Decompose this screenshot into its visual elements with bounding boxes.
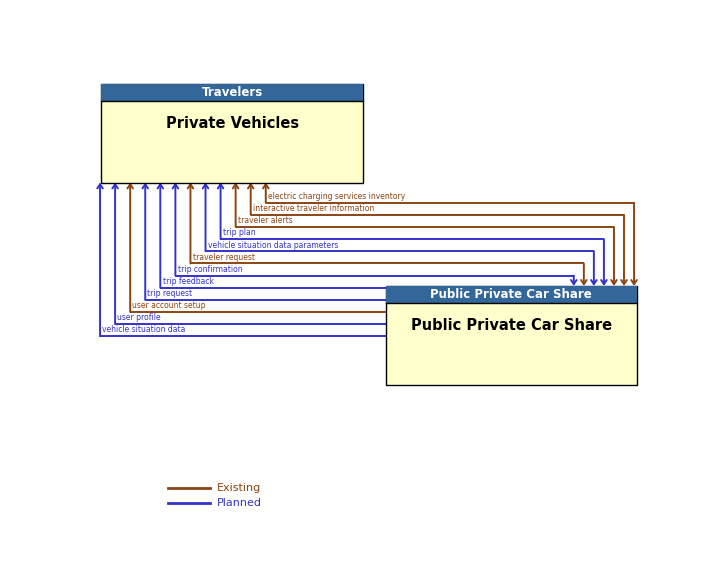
Text: traveler request: traveler request <box>193 253 255 262</box>
Text: traveler alerts: traveler alerts <box>238 216 292 225</box>
Bar <box>101 84 364 100</box>
Bar <box>386 286 636 303</box>
Text: Public Private Car Share: Public Private Car Share <box>431 288 592 301</box>
Text: user profile: user profile <box>117 314 161 322</box>
Text: Public Private Car Share: Public Private Car Share <box>410 318 612 333</box>
Text: trip request: trip request <box>148 289 192 298</box>
Text: trip confirmation: trip confirmation <box>178 265 242 274</box>
Text: Planned: Planned <box>217 498 261 507</box>
Bar <box>386 286 636 385</box>
Text: trip feedback: trip feedback <box>163 277 214 286</box>
Text: electric charging services inventory: electric charging services inventory <box>268 192 405 201</box>
Bar <box>101 84 364 182</box>
Text: Existing: Existing <box>217 484 261 493</box>
Text: interactive traveler information: interactive traveler information <box>253 204 374 213</box>
Text: user account setup: user account setup <box>132 301 206 310</box>
Text: trip plan: trip plan <box>222 228 256 237</box>
Text: Private Vehicles: Private Vehicles <box>166 116 299 131</box>
Text: vehicle situation data: vehicle situation data <box>102 325 186 335</box>
Text: vehicle situation data parameters: vehicle situation data parameters <box>208 241 338 249</box>
Text: Travelers: Travelers <box>202 86 263 99</box>
